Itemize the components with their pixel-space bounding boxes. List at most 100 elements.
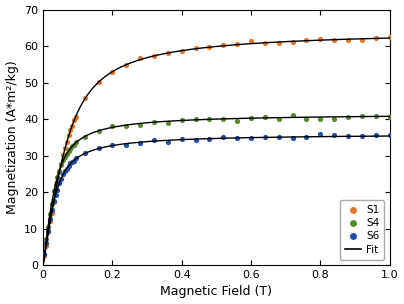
Y-axis label: Magnetization (A*m²/kg): Magnetization (A*m²/kg) [6, 60, 19, 214]
Point [372, 35, 379, 40]
Point [386, 114, 393, 119]
Point [151, 138, 157, 143]
Point [45, 224, 51, 229]
Point [82, 151, 88, 156]
Point [109, 142, 116, 147]
Point [151, 119, 157, 124]
Point [54, 187, 61, 192]
Point [179, 49, 185, 54]
Point [303, 116, 310, 121]
Point [220, 116, 227, 121]
Point [220, 134, 227, 139]
Point [109, 123, 116, 128]
Point [289, 113, 296, 118]
Point [345, 38, 351, 43]
Point [67, 127, 74, 132]
Point [359, 133, 365, 138]
Point [276, 40, 282, 45]
Point [345, 114, 351, 119]
Point [73, 114, 79, 119]
Point [262, 115, 268, 120]
Point [53, 188, 59, 193]
Point [206, 117, 213, 122]
Point [331, 116, 337, 121]
Point [331, 37, 337, 42]
Point [41, 251, 48, 256]
Point [386, 133, 393, 138]
Point [50, 189, 57, 194]
Point [137, 123, 143, 128]
Point [48, 202, 55, 207]
Point [47, 216, 53, 221]
Point [47, 218, 53, 223]
Point [289, 40, 296, 45]
Point [206, 44, 213, 49]
Point [43, 243, 50, 248]
Point [303, 134, 310, 139]
Point [179, 118, 185, 123]
Point [317, 36, 324, 41]
Point [151, 54, 157, 58]
Point [123, 142, 130, 147]
Point [73, 156, 79, 161]
Point [262, 41, 268, 46]
Point [53, 181, 59, 186]
Point [58, 177, 64, 181]
Point [164, 121, 171, 126]
Point [220, 43, 227, 48]
Point [62, 155, 68, 160]
Point [45, 228, 51, 233]
Point [54, 174, 61, 179]
Point [48, 207, 55, 212]
Point [289, 135, 296, 140]
Point [63, 152, 70, 157]
Point [69, 144, 76, 149]
Point [123, 123, 130, 128]
X-axis label: Magnetic Field (T): Magnetic Field (T) [160, 285, 272, 299]
Point [41, 251, 48, 256]
Point [62, 169, 68, 174]
Point [95, 145, 102, 150]
Point [41, 254, 48, 258]
Point [234, 136, 240, 140]
Point [48, 211, 55, 216]
Point [67, 147, 74, 152]
Point [63, 167, 70, 172]
Point [386, 35, 393, 40]
Point [53, 193, 59, 198]
Point [65, 163, 72, 168]
Point [47, 212, 53, 217]
Point [56, 169, 63, 174]
Point [65, 149, 72, 154]
Point [45, 230, 51, 235]
Point [317, 132, 324, 137]
Point [65, 133, 72, 137]
Point [69, 124, 76, 129]
Point [234, 118, 240, 123]
Point [62, 146, 68, 150]
Point [95, 80, 102, 85]
Point [82, 96, 88, 101]
Point [192, 116, 199, 121]
Point [276, 135, 282, 140]
Point [359, 37, 365, 42]
Point [303, 38, 310, 43]
Point [56, 180, 63, 185]
Point [69, 159, 76, 164]
Point [164, 51, 171, 56]
Point [63, 140, 70, 145]
Point [372, 113, 379, 118]
Point [276, 116, 282, 121]
Point [58, 162, 64, 167]
Point [50, 199, 57, 204]
Point [137, 56, 143, 61]
Point [164, 140, 171, 145]
Point [359, 114, 365, 119]
Point [192, 137, 199, 142]
Point [331, 133, 337, 138]
Point [192, 46, 199, 50]
Point [82, 134, 88, 139]
Point [372, 133, 379, 138]
Point [109, 69, 116, 74]
Point [206, 137, 213, 142]
